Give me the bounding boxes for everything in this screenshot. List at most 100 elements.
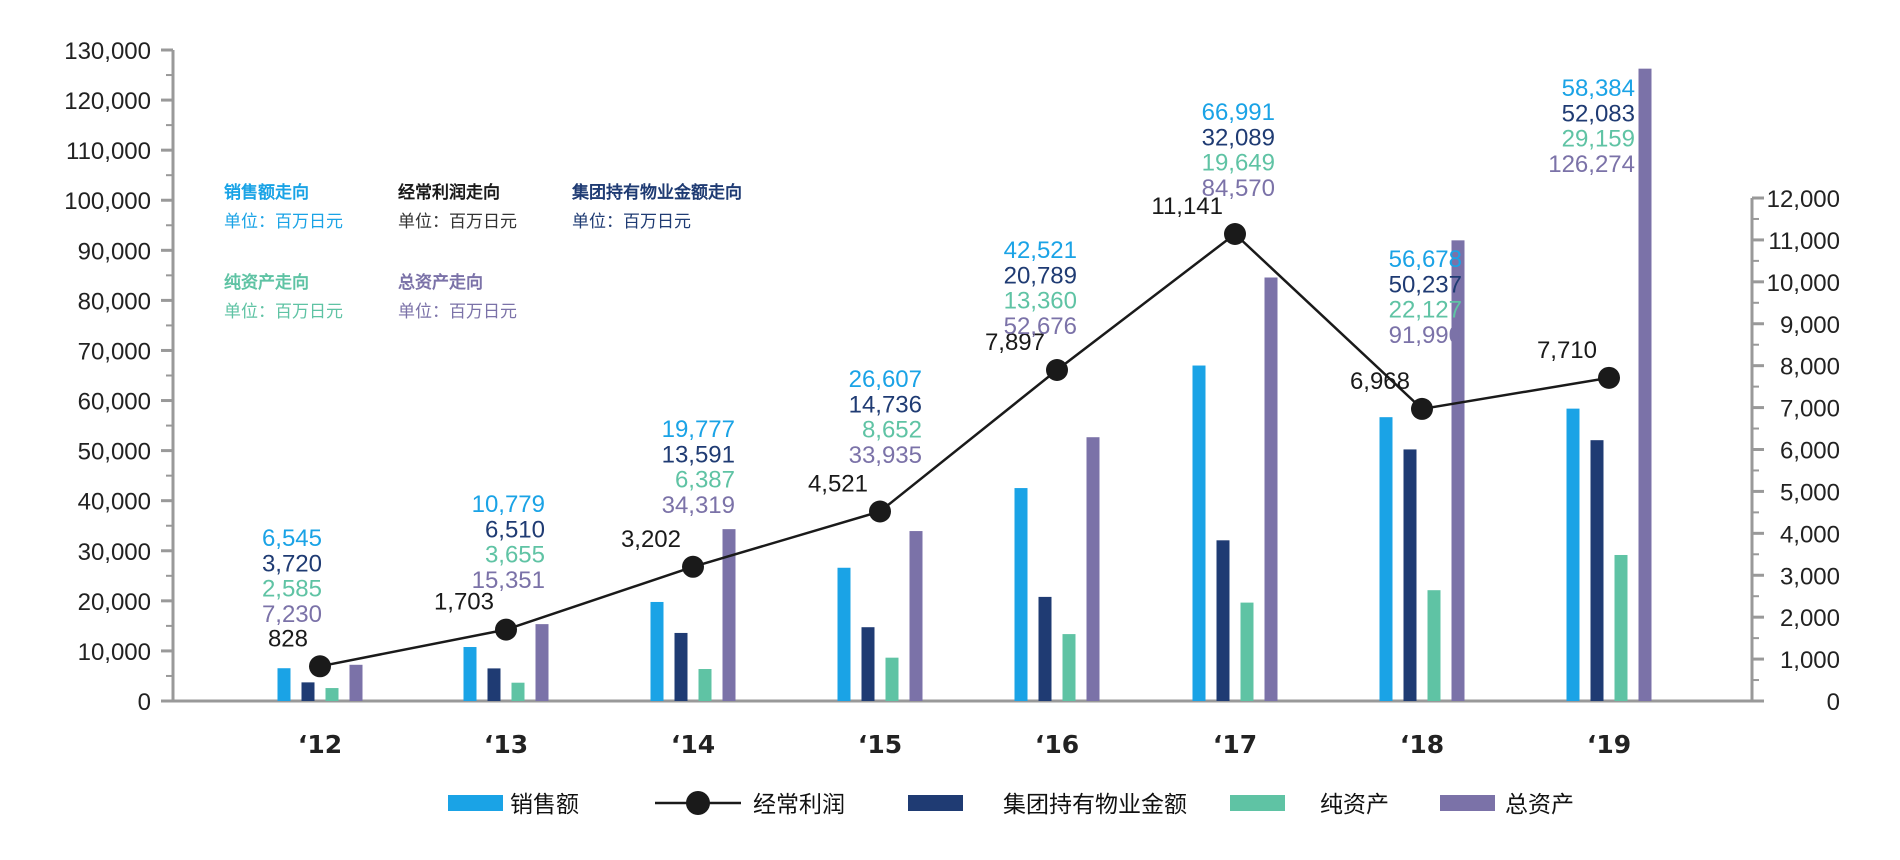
bar-总资产 <box>1264 277 1278 701</box>
right-axis-tick-label: 9,000 <box>1780 312 1840 339</box>
right-axis-tick-label: 4,000 <box>1780 521 1840 548</box>
value-label-集团持有物业金额: 3,720 <box>262 550 322 577</box>
left-axis-tick-label: 0 <box>138 689 151 716</box>
note-title: 销售额走向 <box>224 182 309 203</box>
bar-集团持有物业金额 <box>674 632 688 701</box>
right-axis-tick-label: 12,000 <box>1767 186 1840 213</box>
right-axis-tick-label: 8,000 <box>1780 354 1840 381</box>
bar-集团持有物业金额 <box>1216 540 1230 701</box>
bar-销售额 <box>650 601 664 701</box>
left-axis-tick-label: 110,000 <box>66 138 151 165</box>
data-labels: 828 1,703 3,202 4,521 7,897 11,141 6,968 7,710 6… <box>262 75 1635 652</box>
profit-line <box>309 223 1620 678</box>
value-label-纯资产: 8,652 <box>862 417 922 444</box>
profit-data-label: 1,703 <box>434 589 494 616</box>
x-axis-category-label: ‘13 <box>484 730 528 759</box>
x-axis-category-label: ‘19 <box>1587 730 1631 759</box>
note-unit: 单位：百万日元 <box>398 302 517 322</box>
legend-swatch-销售额 <box>448 795 503 811</box>
legend-swatch-集团持有物业金额 <box>908 795 963 811</box>
value-label-总资产: 34,319 <box>662 492 735 519</box>
value-label-销售额: 26,607 <box>849 366 922 393</box>
right-axis-tick-label: 1,000 <box>1780 647 1840 674</box>
bar-总资产 <box>909 531 923 701</box>
value-label-集团持有物业金额: 6,510 <box>485 516 545 543</box>
value-label-集团持有物业金额: 50,237 <box>1389 271 1462 298</box>
bar-集团持有物业金额 <box>487 668 501 701</box>
bar-纯资产 <box>885 657 899 701</box>
left-axis-tick-label: 40,000 <box>78 489 151 516</box>
bar-销售额 <box>1014 488 1028 701</box>
value-label-总资产: 33,935 <box>849 442 922 469</box>
bar-总资产 <box>1451 240 1465 701</box>
value-label-销售额: 56,678 <box>1389 246 1462 273</box>
value-label-纯资产: 29,159 <box>1562 126 1635 153</box>
legend-label: 纯资产 <box>1320 792 1389 818</box>
value-label-纯资产: 6,387 <box>675 467 735 494</box>
value-label-销售额: 10,779 <box>472 491 545 518</box>
left-axis-tick-label: 100,000 <box>64 188 151 215</box>
value-label-总资产: 91,990 <box>1389 322 1462 349</box>
x-axis-category-label: ‘14 <box>671 730 715 759</box>
left-axis-tick-label: 50,000 <box>78 439 151 466</box>
legend-dot-swatch <box>686 791 710 815</box>
profit-data-label: 7,897 <box>985 329 1045 356</box>
bar-纯资产 <box>1062 634 1076 701</box>
bar-纯资产 <box>1614 554 1628 701</box>
left-axis-tick-label: 60,000 <box>78 389 151 416</box>
left-axis-tick-label: 10,000 <box>78 639 151 666</box>
bar-销售额 <box>463 647 477 701</box>
series-notes: 销售额走向单位：百万日元经常利润走向单位：百万日元集团持有物业金额走向单位：百万… <box>224 182 742 322</box>
bar-纯资产 <box>698 669 712 701</box>
profit-line-point <box>309 655 331 678</box>
bar-总资产 <box>535 624 549 701</box>
left-axis-tick-label: 120,000 <box>64 88 151 115</box>
bar-总资产 <box>1638 68 1652 701</box>
bar-纯资产 <box>325 688 339 701</box>
profit-line-path <box>319 232 1610 668</box>
x-axis-category-label: ‘12 <box>298 730 342 759</box>
value-label-纯资产: 3,655 <box>485 542 545 569</box>
profit-data-label: 828 <box>268 625 308 652</box>
profit-line-point <box>1411 397 1433 420</box>
right-axis-tick-label: 7,000 <box>1780 396 1840 423</box>
x-axis-category-label: ‘18 <box>1400 730 1444 759</box>
bar-销售额 <box>1566 408 1580 701</box>
left-axis-tick-label: 70,000 <box>78 338 151 365</box>
bar-总资产 <box>349 664 363 701</box>
bar-纯资产 <box>1240 602 1254 701</box>
right-axis-tick-label: 2,000 <box>1780 605 1840 632</box>
note-title: 纯资产走向 <box>224 272 309 293</box>
bar-集团持有物业金额 <box>1590 440 1604 701</box>
right-axis-tick-label: 6,000 <box>1780 438 1840 465</box>
note-title: 总资产走向 <box>398 272 483 293</box>
bar-集团持有物业金额 <box>301 682 315 701</box>
note-unit: 单位：百万日元 <box>398 212 517 232</box>
bar-销售额 <box>1192 365 1206 701</box>
right-axis-tick-label: 3,000 <box>1780 563 1840 590</box>
profit-line-point <box>1046 358 1068 381</box>
left-axis-tick-label: 30,000 <box>78 539 151 566</box>
profit-line-point <box>1224 223 1246 246</box>
note-title: 集团持有物业金额走向 <box>571 182 742 203</box>
note-title: 经常利润走向 <box>398 182 500 203</box>
legend-swatch-纯资产 <box>1230 795 1285 811</box>
bar-总资产 <box>722 529 736 701</box>
axes: 0 10,000 20,000 30,000 40,000 50,000 60,000 70,… <box>64 38 1840 759</box>
value-label-销售额: 66,991 <box>1202 99 1275 126</box>
value-label-纯资产: 13,360 <box>1004 288 1077 315</box>
value-label-总资产: 84,570 <box>1202 175 1275 202</box>
value-label-集团持有物业金额: 14,736 <box>849 391 922 418</box>
bar-总资产 <box>1086 437 1100 701</box>
legend-label: 经常利润 <box>753 792 845 818</box>
x-axis-category-label: ‘15 <box>858 730 902 759</box>
bar-销售额 <box>277 668 291 701</box>
left-axis-tick-label: 90,000 <box>78 238 151 265</box>
right-axis-tick-label: 10,000 <box>1767 270 1840 297</box>
right-axis-tick-label: 11,000 <box>1768 228 1840 255</box>
value-label-总资产: 7,230 <box>262 601 322 628</box>
bars <box>277 68 1652 701</box>
legend-label: 销售额 <box>510 792 579 818</box>
profit-data-label: 11,141 <box>1151 193 1223 220</box>
